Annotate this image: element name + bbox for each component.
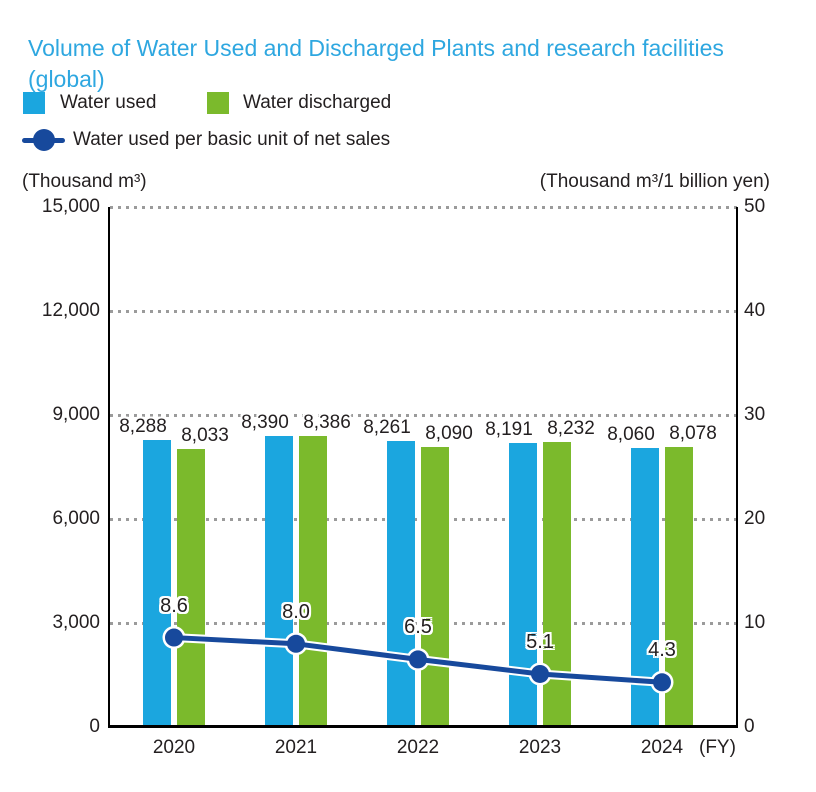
- bar-value-label: 8,386: [303, 412, 351, 434]
- bar-water-used: [387, 440, 415, 727]
- line-point-marker: [165, 628, 183, 647]
- legend-row-bars: Water used Water discharged: [0, 92, 816, 116]
- line-value-label: 8.6: [160, 594, 188, 617]
- x-axis-line: [108, 725, 738, 728]
- line-value-label: 5.1: [526, 630, 554, 653]
- bar-water-discharged: [299, 436, 327, 727]
- bar-value-label: 8,191: [485, 419, 533, 441]
- water-used-swatch-icon: [23, 92, 45, 114]
- legend-label-water-discharged: Water discharged: [243, 92, 392, 113]
- bar-value-label: 8,060: [607, 423, 655, 445]
- line-value-label: 4.3: [648, 639, 676, 662]
- right-axis-tick-label: 30: [744, 404, 766, 425]
- bar-water-used: [143, 439, 171, 727]
- line-value-label: 6.5: [404, 616, 432, 639]
- gridline: [110, 414, 737, 417]
- legend-row-line: Water used per basic unit of net sales: [0, 128, 816, 152]
- line-value-label: 8.0: [282, 600, 310, 623]
- left-axis-tick-label: 15,000: [41, 196, 100, 217]
- left-axis-tick-label: 0: [89, 716, 100, 737]
- right-axis-tick-label: 20: [744, 508, 766, 529]
- bar-water-discharged: [177, 448, 205, 727]
- line-series: [162, 626, 674, 694]
- bar-value-label: 8,288: [119, 415, 167, 437]
- right-axis-line: [736, 207, 738, 727]
- bar-water-used: [265, 436, 293, 727]
- left-axis-tick-label: 3,000: [52, 612, 100, 633]
- right-axis-tick-label: 40: [744, 300, 766, 321]
- right-axis-tick-label: 10: [744, 612, 766, 633]
- line-point-marker: [409, 650, 427, 669]
- x-axis-label: 2024: [640, 737, 684, 758]
- line-point-marker: [531, 664, 549, 683]
- x-axis-label: 2021: [274, 737, 318, 758]
- bar-value-label: 8,232: [547, 417, 595, 439]
- line-point-marker: [287, 634, 305, 653]
- right-axis-tick-label: 50: [744, 196, 766, 217]
- left-axis-tick-label: 12,000: [41, 300, 100, 321]
- right-axis-tick-label: 0: [744, 716, 755, 737]
- bar-value-label: 8,261: [363, 416, 411, 438]
- x-axis-label: 2022: [396, 737, 440, 758]
- gridline: [110, 310, 737, 313]
- fy-label: (FY): [699, 737, 736, 758]
- bar-value-label: 8,033: [181, 424, 229, 446]
- line-point-marker: [653, 673, 671, 692]
- water-discharged-swatch-icon: [207, 92, 229, 114]
- left-axis-unit-label: (Thousand m³): [22, 171, 147, 192]
- bar-value-label: 8,090: [425, 422, 473, 444]
- line-marker-dot-icon: [33, 129, 55, 151]
- x-axis-label: 2020: [152, 737, 196, 758]
- legend-label-water-used: Water used: [60, 92, 157, 113]
- bar-value-label: 8,390: [241, 412, 289, 434]
- x-axis-label: 2023: [518, 737, 562, 758]
- right-axis-unit-label: (Thousand m³/1 billion yen): [539, 171, 770, 192]
- left-axis-tick-label: 9,000: [52, 404, 100, 425]
- left-axis-line: [108, 207, 110, 727]
- bar-water-discharged: [421, 446, 449, 727]
- bar-value-label: 8,078: [669, 422, 717, 444]
- gridline: [110, 206, 737, 209]
- chart-title: Volume of Water Used and Discharged Plan…: [28, 35, 724, 93]
- legend-label-line: Water used per basic unit of net sales: [73, 129, 391, 150]
- left-axis-tick-label: 6,000: [52, 508, 100, 529]
